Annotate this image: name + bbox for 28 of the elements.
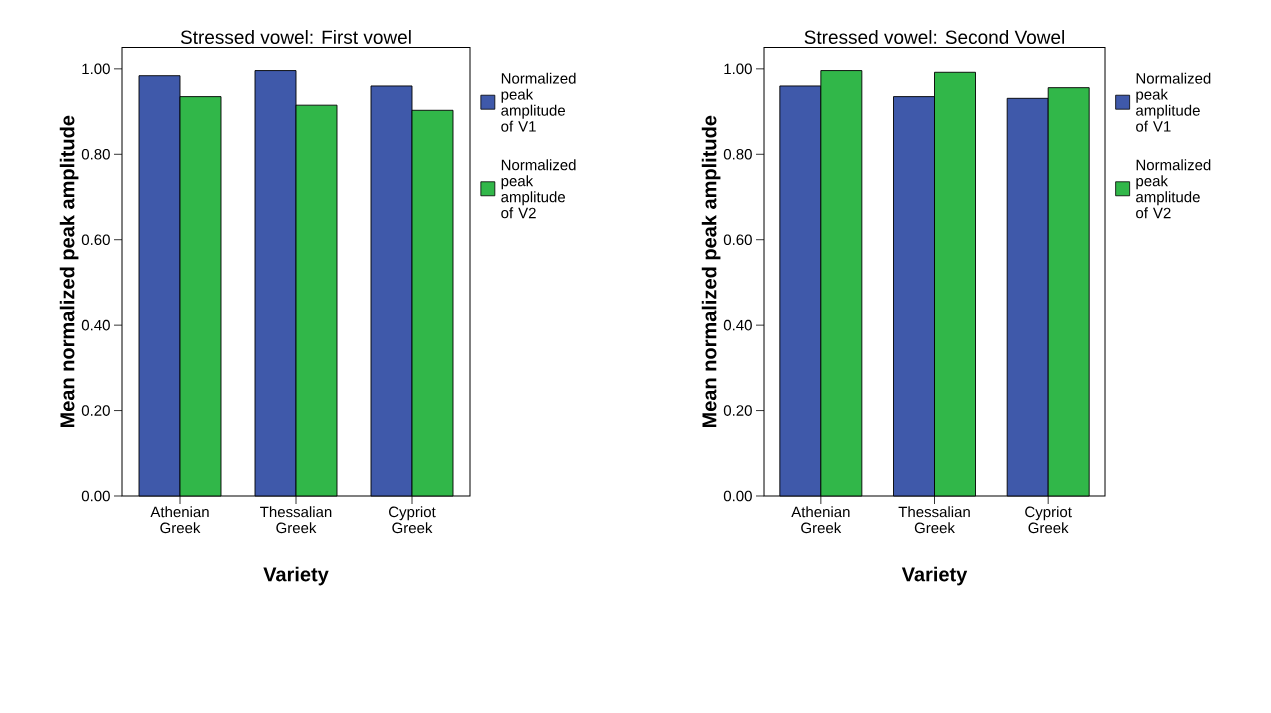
x-tick-label: Thessalian Greek	[898, 506, 970, 534]
x-tick-label: Athenian Greek	[150, 506, 209, 534]
legend-label: Normalized peak amplitude of V1	[1136, 72, 1211, 132]
chart-title: Stressed vowel: First vowel	[180, 30, 411, 44]
y-axis-title: Mean normalized peak amplitude	[701, 115, 721, 428]
y-tick-label: 0.00	[81, 490, 110, 502]
y-tick-label: 0.40	[723, 319, 752, 331]
y-tick-label: 0.80	[81, 148, 110, 160]
x-axis-title: Variety	[263, 566, 329, 586]
y-tick-label: 0.20	[81, 405, 110, 416]
y-tick-label: 0.00	[723, 490, 752, 502]
y-tick-label: 1.00	[724, 63, 752, 75]
y-tick-label: 1.00	[82, 63, 110, 75]
y-tick-label: 0.60	[81, 234, 110, 246]
legend-label: Normalized peak amplitude of V2	[501, 159, 576, 219]
x-tick-label: Cypriot Greek	[389, 506, 436, 534]
y-tick-label: 0.80	[723, 148, 752, 160]
legend-label: Normalized peak amplitude of V2	[1136, 159, 1211, 219]
y-tick-label: 0.40	[81, 319, 110, 331]
y-tick-label: 0.60	[723, 234, 752, 246]
y-axis-title: Mean normalized peak amplitude	[59, 115, 79, 428]
y-tick-label: 0.20	[723, 405, 752, 416]
legend-label: Normalized peak amplitude of V1	[501, 72, 576, 132]
x-tick-label: Athenian Greek	[791, 506, 850, 534]
x-axis-title: Variety	[901, 566, 968, 586]
x-tick-label: Thessalian Greek	[260, 506, 332, 534]
x-tick-label: Cypriot Greek	[1025, 506, 1072, 534]
chart-title: Stressed vowel: Second Vowel	[804, 30, 1064, 44]
